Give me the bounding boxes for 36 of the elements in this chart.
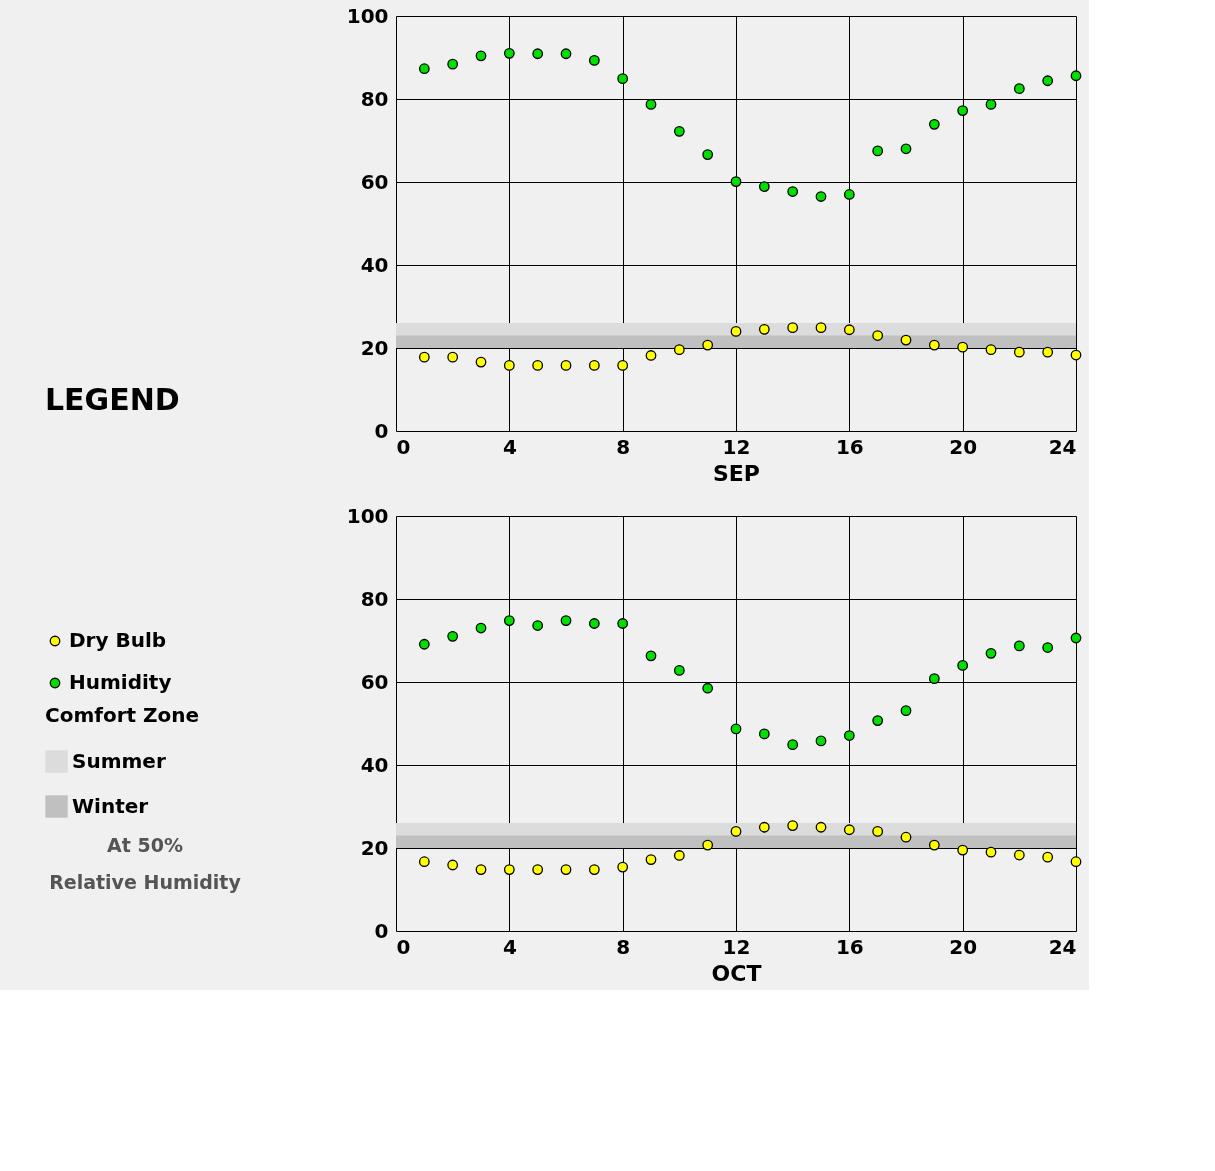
x-tick-label: 4 <box>502 934 517 959</box>
legend-label: Winter <box>72 793 149 818</box>
y-tick-label: 60 <box>360 169 389 194</box>
x-tick-label: 16 <box>835 934 864 959</box>
y-tick-label: 40 <box>360 752 389 777</box>
x-tick-label: 8 <box>616 434 631 459</box>
x-tick-label: 0 <box>396 934 411 959</box>
y-tick-label: 0 <box>374 418 389 443</box>
legend-label: Summer <box>72 748 166 773</box>
y-tick-label: 80 <box>360 86 389 111</box>
x-tick-label: 20 <box>949 434 978 459</box>
text: At 50% <box>107 834 183 856</box>
x-tick-label: 4 <box>502 434 517 459</box>
x-tick-label: 8 <box>616 934 631 959</box>
y-tick-label: 40 <box>360 252 389 277</box>
y-tick-label: 100 <box>346 3 389 28</box>
legend-title: LEGEND <box>45 382 180 417</box>
text: Comfort Zone <box>45 703 200 727</box>
y-tick-label: 20 <box>360 335 389 360</box>
x-tick-label: 16 <box>835 434 864 459</box>
y-tick-label: 80 <box>360 586 389 611</box>
x-tick-label: 12 <box>722 434 751 459</box>
y-tick-label: 60 <box>360 669 389 694</box>
x-tick-label: 12 <box>722 934 751 959</box>
x-tick-label: 20 <box>949 934 978 959</box>
y-tick-label: 0 <box>374 918 389 943</box>
y-tick-label: 100 <box>346 503 389 528</box>
x-tick-label: 24 <box>1048 434 1077 459</box>
x-axis-title: OCT <box>711 960 762 986</box>
legend-label: Dry Bulb <box>69 628 167 652</box>
x-tick-label: 24 <box>1048 934 1077 959</box>
x-axis-title: SEP <box>713 460 760 486</box>
text: Relative Humidity <box>49 871 242 893</box>
x-tick-label: 0 <box>396 434 411 459</box>
legend-label: Humidity <box>69 670 172 694</box>
y-tick-label: 20 <box>360 835 389 860</box>
